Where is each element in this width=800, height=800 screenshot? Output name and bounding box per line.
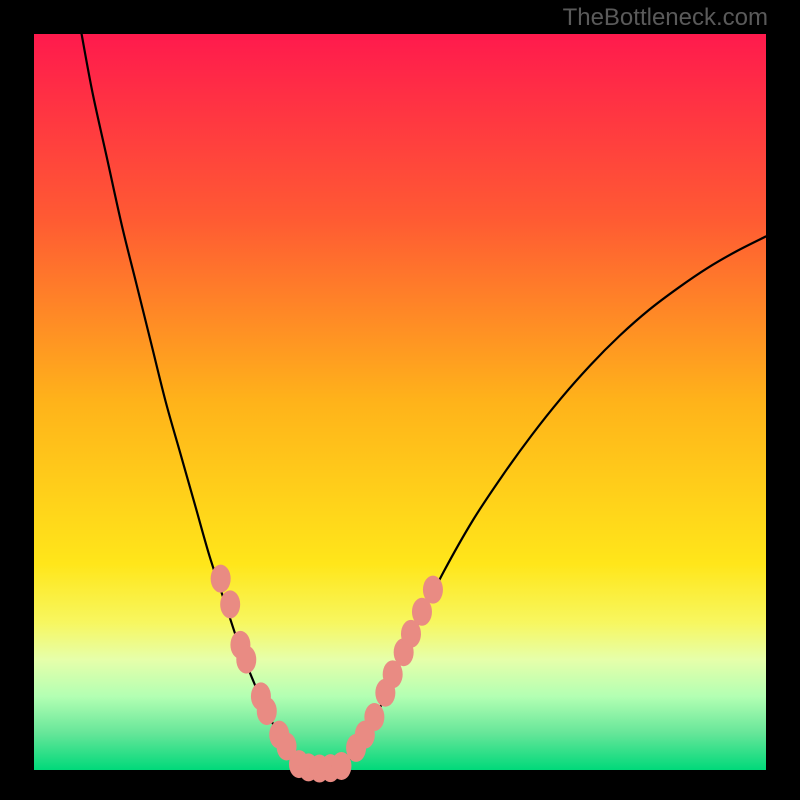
- chart-svg: [34, 34, 766, 770]
- marker-left-arm-dots-0: [211, 565, 231, 593]
- outer-frame: TheBottleneck.com: [0, 0, 800, 800]
- curve-left-arm: [82, 34, 305, 767]
- marker-left-arm-dots-5: [257, 697, 277, 725]
- marker-left-arm-dots-1: [220, 590, 240, 618]
- marker-right-arm-dots-8: [423, 576, 443, 604]
- marker-valley-dots-4: [331, 752, 351, 780]
- watermark-text: TheBottleneck.com: [563, 4, 768, 32]
- curve-right-arm: [341, 236, 766, 767]
- plot-area: [34, 34, 766, 770]
- marker-left-arm-dots-3: [236, 646, 256, 674]
- marker-right-arm-dots-2: [364, 703, 384, 731]
